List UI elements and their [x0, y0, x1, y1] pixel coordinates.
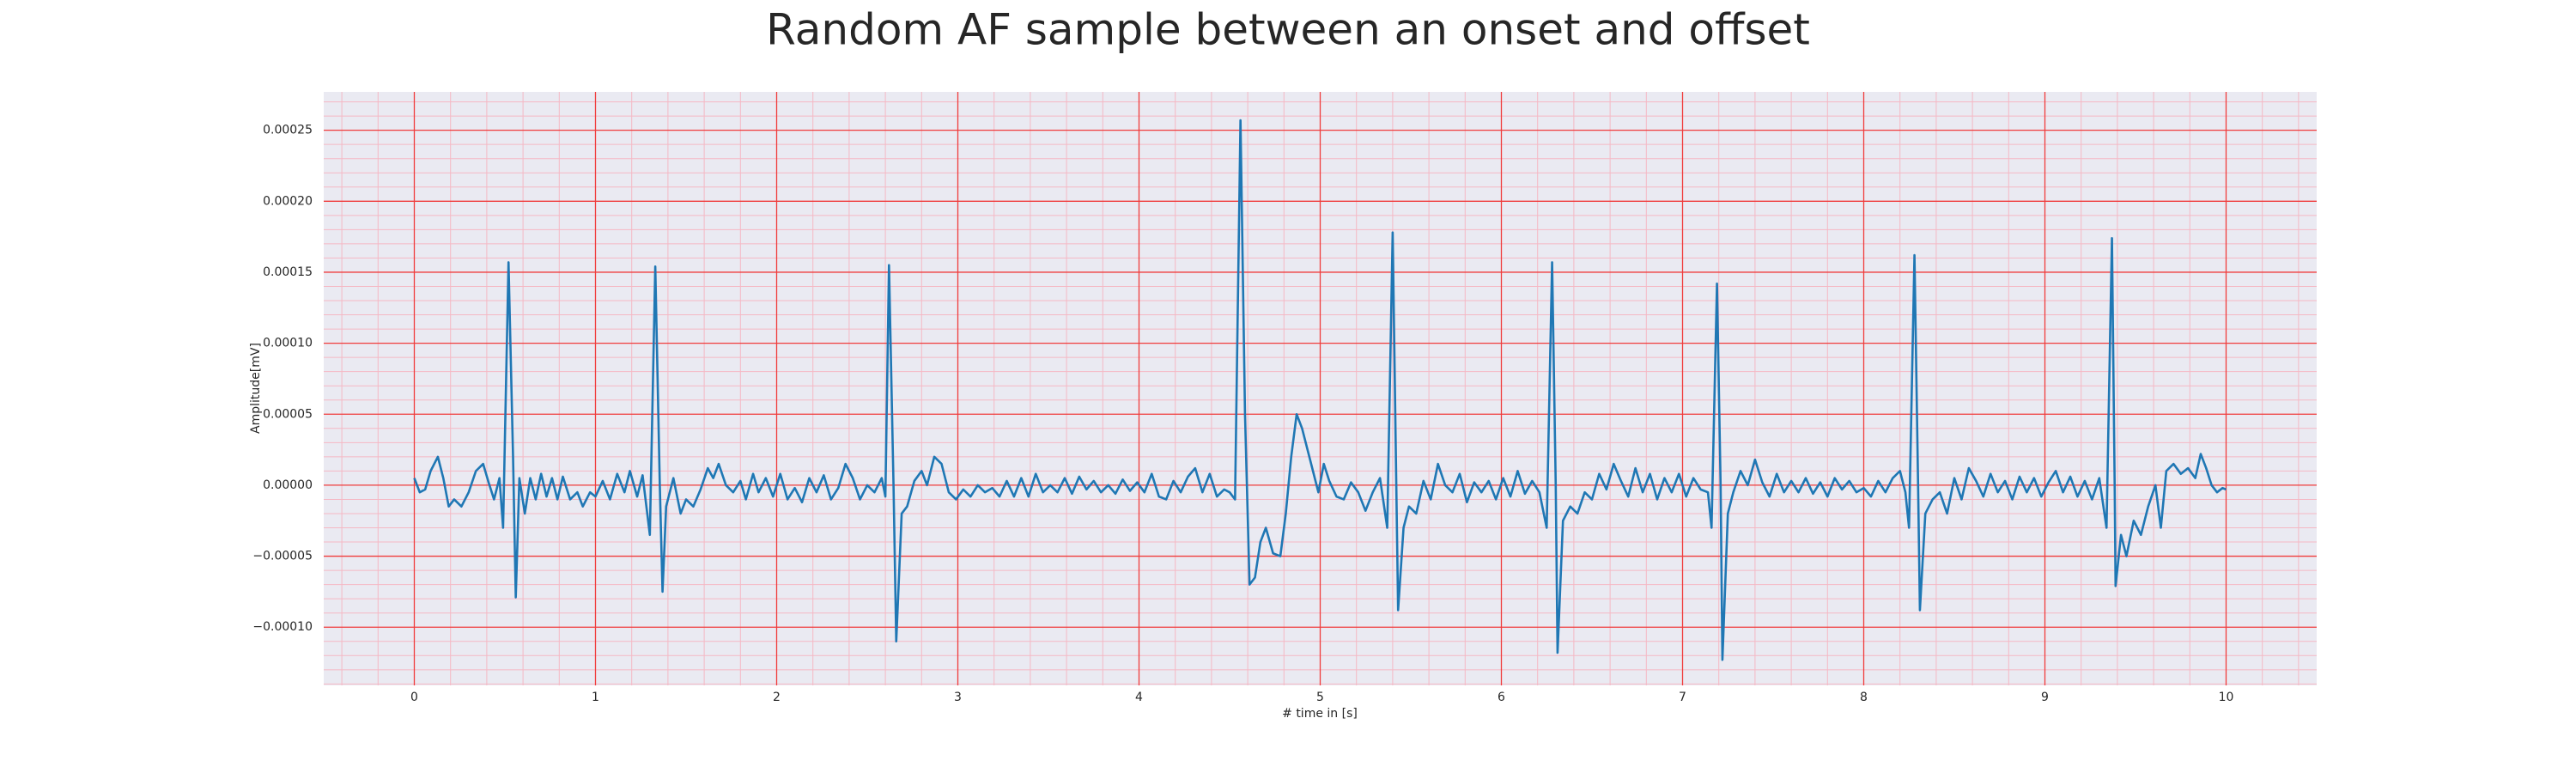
x-tick-label: 5 — [1316, 691, 1324, 704]
y-tick-label: 0.00020 — [263, 194, 313, 208]
x-tick-label: 8 — [1860, 691, 1868, 704]
x-tick-label: 9 — [2041, 691, 2049, 704]
x-tick-label: 10 — [2219, 691, 2234, 704]
x-tick-label: 6 — [1498, 691, 1505, 704]
marks — [413, 119, 2227, 661]
x-tick-label: 0 — [410, 691, 418, 704]
y-tick-label: 0.00010 — [263, 337, 313, 350]
y-tick-label: −0.00005 — [252, 550, 313, 563]
y-tick-label: 0.00005 — [263, 407, 313, 421]
y-tick-label: 0.00015 — [263, 265, 313, 279]
chart-title: Random AF sample between an onset and of… — [766, 5, 1810, 55]
y-axis-label: Amplitude[mV] — [249, 343, 263, 434]
x-tick-label: 4 — [1135, 691, 1143, 704]
x-tick-label: 3 — [954, 691, 962, 704]
signal-line — [413, 119, 2227, 661]
x-tick-label: 1 — [592, 691, 599, 704]
x-axis-label: # time in [s] — [1282, 707, 1358, 721]
y-tick-label: 0.00025 — [263, 124, 313, 137]
x-tick-label: 2 — [773, 691, 781, 704]
y-tick-label: 0.00000 — [263, 478, 313, 492]
y-tick-label: −0.00010 — [252, 620, 313, 634]
x-tick-label: 7 — [1679, 691, 1686, 704]
